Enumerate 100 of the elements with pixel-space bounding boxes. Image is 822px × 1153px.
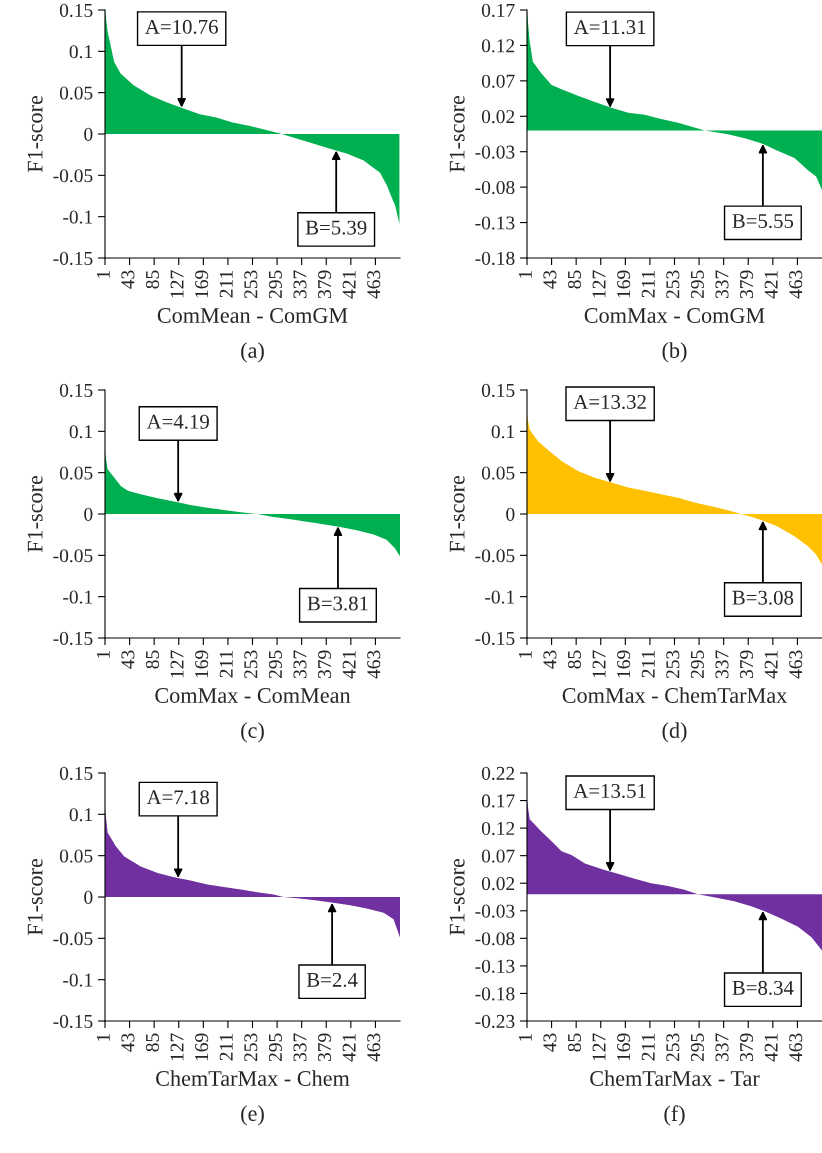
annotation: A=13.32 [573, 394, 646, 409]
x-tick-label: 1 [96, 650, 110, 658]
x-tick-label: 127 [170, 1033, 184, 1061]
x-axis-title: ComMax - ChemTarMax [562, 687, 788, 703]
x-tick-label: 211 [641, 650, 655, 678]
x-tick-label: 1 [96, 270, 110, 278]
annotation: B=5.39 [305, 220, 367, 235]
y-axis-title: F1-score [27, 475, 43, 553]
x-tick-label: 127 [592, 1033, 606, 1061]
x-axis-title: ComMean - ComGM [157, 308, 348, 323]
x-tick-label: 127 [170, 270, 184, 298]
x-tick-label: 337 [715, 1033, 729, 1062]
x-tick-label: 379 [318, 270, 332, 299]
y-axis-title: F1-score [27, 95, 43, 173]
x-axis-title: ComMax - ComGM [584, 308, 765, 323]
x-tick-label: 421 [764, 650, 778, 679]
x-tick-label: 253 [666, 270, 680, 299]
x-tick-label: 295 [690, 1033, 704, 1062]
y-tick-label: 0.1 [69, 425, 93, 439]
y-tick-label: 0.02 [481, 110, 515, 124]
y-tick-label: 0.15 [59, 3, 93, 18]
x-tick-label: 85 [567, 650, 582, 669]
x-tick-label: 421 [764, 1033, 778, 1062]
annotation: A=11.31 [573, 20, 646, 35]
text: (b) [662, 342, 687, 363]
x-tick-label: 379 [740, 270, 754, 299]
x-tick-label: 1 [518, 650, 532, 658]
x-tick-label: 211 [219, 1033, 233, 1061]
y-tick-label: 0.17 [481, 3, 515, 18]
x-tick-label: 421 [764, 270, 778, 299]
annotation: B=3.81 [307, 596, 368, 611]
y-tick-label: 0 [84, 507, 93, 521]
y-tick-label: -0.08 [475, 932, 515, 946]
y-axis-title: F1-score [449, 95, 465, 173]
x-tick-label: 379 [318, 650, 332, 679]
x-tick-label: 211 [641, 270, 655, 298]
y-axis-title: F1-score [449, 475, 465, 553]
y-tick-label: 0.07 [481, 74, 515, 88]
y-tick-label: -0.08 [475, 180, 515, 195]
y-tick-label: 0.05 [481, 466, 515, 480]
y-tick-label: 0.05 [59, 86, 93, 100]
x-tick-label: 43 [121, 650, 135, 669]
x-tick-label: 295 [268, 270, 282, 299]
x-tick-label: 169 [617, 650, 631, 678]
x-axis-title: ChemTarMax - Chem [156, 1070, 350, 1086]
x-axis-title: ChemTarMax - Tar [590, 1070, 760, 1086]
x-tick-label: 421 [342, 270, 356, 299]
y-tick-label: 0 [84, 890, 93, 904]
x-tick-label: 463 [367, 270, 381, 299]
x-tick-label: 295 [690, 650, 704, 679]
y-tick-label: -0.13 [475, 216, 515, 230]
y-tick-label: 0.05 [59, 849, 93, 863]
x-tick-label: 211 [219, 650, 233, 678]
x-tick-label: 1 [518, 270, 532, 278]
x-tick-label: 253 [666, 650, 680, 679]
x-tick-label: 127 [592, 270, 606, 298]
y-tick-label: -0.03 [475, 145, 515, 159]
x-tick-label: 337 [715, 650, 729, 679]
x-tick-label: 463 [367, 1033, 381, 1062]
x-tick-label: 463 [789, 650, 803, 679]
y-tick-label: -0.1 [63, 210, 93, 224]
annotation: A=13.51 [573, 783, 646, 799]
y-tick-label: 0.1 [69, 45, 93, 59]
y-tick-label: -0.1 [63, 973, 93, 987]
text: (c) [241, 722, 264, 743]
y-tick-label: -0.05 [53, 549, 93, 563]
y-tick-label: -0.1 [63, 590, 93, 604]
x-tick-label: 211 [641, 1033, 655, 1061]
x-tick-label: 337 [715, 270, 729, 299]
x-tick-label: 253 [244, 650, 258, 679]
x-tick-label: 85 [145, 650, 160, 669]
y-tick-label: -0.15 [53, 1014, 93, 1029]
annotation: B=8.34 [732, 980, 794, 995]
x-tick-label: 43 [543, 1033, 557, 1052]
y-tick-label: -0.1 [485, 590, 515, 604]
x-tick-label: 337 [293, 650, 307, 679]
y-tick-label: -0.13 [475, 959, 515, 973]
annotation: B=2.4 [306, 972, 358, 987]
x-tick-label: 85 [145, 1033, 160, 1052]
x-tick-label: 379 [318, 1033, 332, 1062]
x-tick-label: 85 [567, 270, 582, 289]
x-tick-label: 253 [666, 1033, 680, 1062]
y-tick-label: 0.07 [481, 849, 515, 863]
y-tick-label: -0.15 [53, 631, 93, 646]
annotation: A=10.76 [145, 19, 218, 34]
y-tick-label: 0.17 [481, 794, 515, 808]
x-tick-label: 421 [342, 1033, 356, 1062]
x-tick-label: 43 [543, 270, 557, 289]
text: (a) [241, 342, 264, 363]
x-tick-label: 295 [268, 1033, 282, 1062]
y-tick-label: -0.03 [475, 904, 515, 918]
y-tick-label: 0.02 [481, 877, 515, 891]
y-tick-label: 0.12 [481, 821, 515, 836]
y-tick-label: 0 [84, 127, 93, 141]
x-tick-label: 463 [789, 1033, 803, 1062]
x-tick-label: 379 [740, 650, 754, 679]
x-tick-label: 253 [244, 270, 258, 299]
x-tick-label: 127 [170, 650, 184, 678]
x-tick-label: 127 [592, 650, 606, 678]
x-tick-label: 169 [617, 270, 631, 298]
